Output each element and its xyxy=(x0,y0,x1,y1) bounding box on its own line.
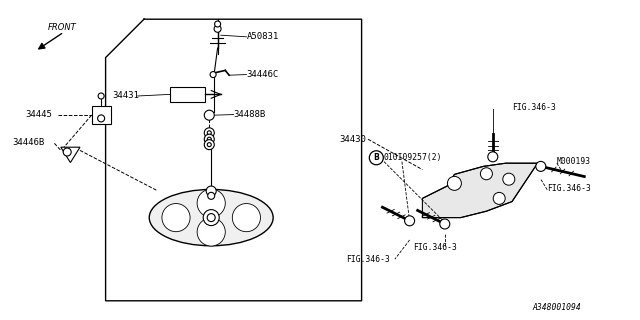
Circle shape xyxy=(204,110,214,120)
Text: FIG.346-3: FIG.346-3 xyxy=(346,255,390,264)
Circle shape xyxy=(162,204,190,232)
Text: 34430: 34430 xyxy=(339,135,366,144)
Circle shape xyxy=(207,131,211,135)
Circle shape xyxy=(503,173,515,185)
Circle shape xyxy=(204,140,214,150)
Bar xyxy=(92,106,111,124)
Text: FRONT: FRONT xyxy=(48,23,77,32)
Text: FIG.346-3: FIG.346-3 xyxy=(547,184,591,193)
Circle shape xyxy=(207,143,211,147)
Text: 010I09257(2): 010I09257(2) xyxy=(384,153,442,162)
Circle shape xyxy=(197,218,225,246)
Text: FIG.346-3: FIG.346-3 xyxy=(413,244,457,252)
Circle shape xyxy=(404,216,415,226)
Circle shape xyxy=(197,189,225,217)
Circle shape xyxy=(447,176,461,190)
Text: M000193: M000193 xyxy=(557,157,591,166)
Circle shape xyxy=(440,219,450,229)
Text: B: B xyxy=(374,153,379,162)
Text: 34431: 34431 xyxy=(112,92,139,100)
Circle shape xyxy=(207,137,211,141)
Text: 34446B: 34446B xyxy=(13,138,45,147)
Text: 34445: 34445 xyxy=(26,110,52,119)
Text: 34488B: 34488B xyxy=(234,110,266,119)
Circle shape xyxy=(493,192,505,204)
Circle shape xyxy=(204,210,219,226)
Circle shape xyxy=(232,204,260,232)
Circle shape xyxy=(98,115,104,122)
FancyBboxPatch shape xyxy=(170,87,205,102)
Circle shape xyxy=(488,152,498,162)
Circle shape xyxy=(63,148,71,156)
Text: A50831: A50831 xyxy=(246,32,278,41)
Text: 34446C: 34446C xyxy=(246,70,278,79)
Text: A348001094: A348001094 xyxy=(532,303,581,312)
Circle shape xyxy=(369,151,383,165)
Circle shape xyxy=(98,93,104,99)
Circle shape xyxy=(204,128,214,138)
Circle shape xyxy=(207,214,215,222)
Circle shape xyxy=(210,72,216,77)
Circle shape xyxy=(204,134,214,144)
Circle shape xyxy=(481,168,492,180)
Text: FIG.346-3: FIG.346-3 xyxy=(512,103,556,112)
Circle shape xyxy=(536,161,546,172)
Circle shape xyxy=(206,186,216,196)
Polygon shape xyxy=(422,163,538,218)
Circle shape xyxy=(208,192,214,199)
Circle shape xyxy=(214,21,221,27)
Circle shape xyxy=(214,25,221,32)
Polygon shape xyxy=(61,147,80,163)
Ellipse shape xyxy=(149,189,273,246)
